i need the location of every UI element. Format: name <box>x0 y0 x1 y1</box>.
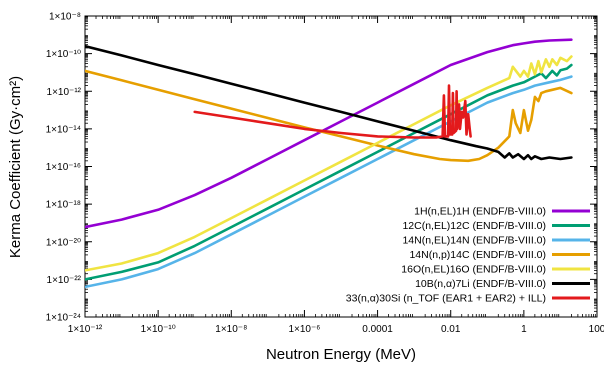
x-tick-label: 100 <box>589 324 604 335</box>
y-tick-label: 1×10⁻¹⁶ <box>46 162 81 173</box>
y-tick-label: 1×10⁻¹⁸ <box>46 200 81 211</box>
x-tick-label: 1×10⁻⁶ <box>288 324 320 335</box>
legend-label: 16O(n,EL)16O (ENDF/B-VIII.0) <box>401 264 546 276</box>
series-line-1 <box>85 38 573 229</box>
legend-label: 1H(n,EL)1H (ENDF/B-VIII.0) <box>414 206 546 218</box>
legend-label: 14N(n,p)14C (ENDF/B-VIII.0) <box>409 249 546 261</box>
x-tick-label: 0.0001 <box>362 324 393 335</box>
legend-label: 33(n,α)30Si (n_TOF (EAR1 + EAR2) + ILL) <box>346 293 546 305</box>
series-line-4 <box>85 69 573 163</box>
y-tick-label: 1×10⁻²⁰ <box>46 237 81 248</box>
legend-label: 10B(n,α)7Li (ENDF/B-VIII.0) <box>415 278 546 290</box>
axes: 1×10⁻¹² 1×10⁻¹⁰ 1×10⁻⁸ 1×10⁻⁶ 0.0001 0.01 1 100… <box>46 12 604 336</box>
legend-label: 14N(n,EL)14N (ENDF/B-VIII.0) <box>402 235 546 247</box>
y-tick-label: 1×10⁻¹⁴ <box>46 124 81 135</box>
x-tick-label: 1 <box>521 324 527 335</box>
y-tick-label: 1×10⁻²⁴ <box>46 313 81 324</box>
series-line-7 <box>193 84 472 139</box>
x-tick-label: 1×10⁻¹² <box>68 324 103 335</box>
series-line-5 <box>85 55 573 272</box>
x-axis-title: Neutron Energy (MeV) <box>266 346 416 363</box>
plot-area <box>85 38 573 289</box>
y-tick-label: 1×10⁻¹² <box>47 87 82 98</box>
y-tick-label: 1×10⁻²² <box>47 275 82 286</box>
y-tick-label: 1×10⁻¹⁰ <box>46 49 81 60</box>
y-axis-title: Kerma Coefficient (Gy·cm²) <box>7 76 24 258</box>
y-tick-label: 1×10⁻⁸ <box>49 12 81 23</box>
series-line-2 <box>85 63 573 281</box>
series-line-6 <box>85 44 573 161</box>
x-tick-label: 1×10⁻⁸ <box>215 324 247 335</box>
legend: 1H(n,EL)1H (ENDF/B-VIII.0) 12C(n,EL)12C (… <box>346 206 590 305</box>
legend-label: 12C(n,EL)12C (ENDF/B-VIII.0) <box>402 220 546 232</box>
x-tick-label: 0.01 <box>441 324 461 335</box>
x-tick-label: 1×10⁻¹⁰ <box>141 324 176 335</box>
